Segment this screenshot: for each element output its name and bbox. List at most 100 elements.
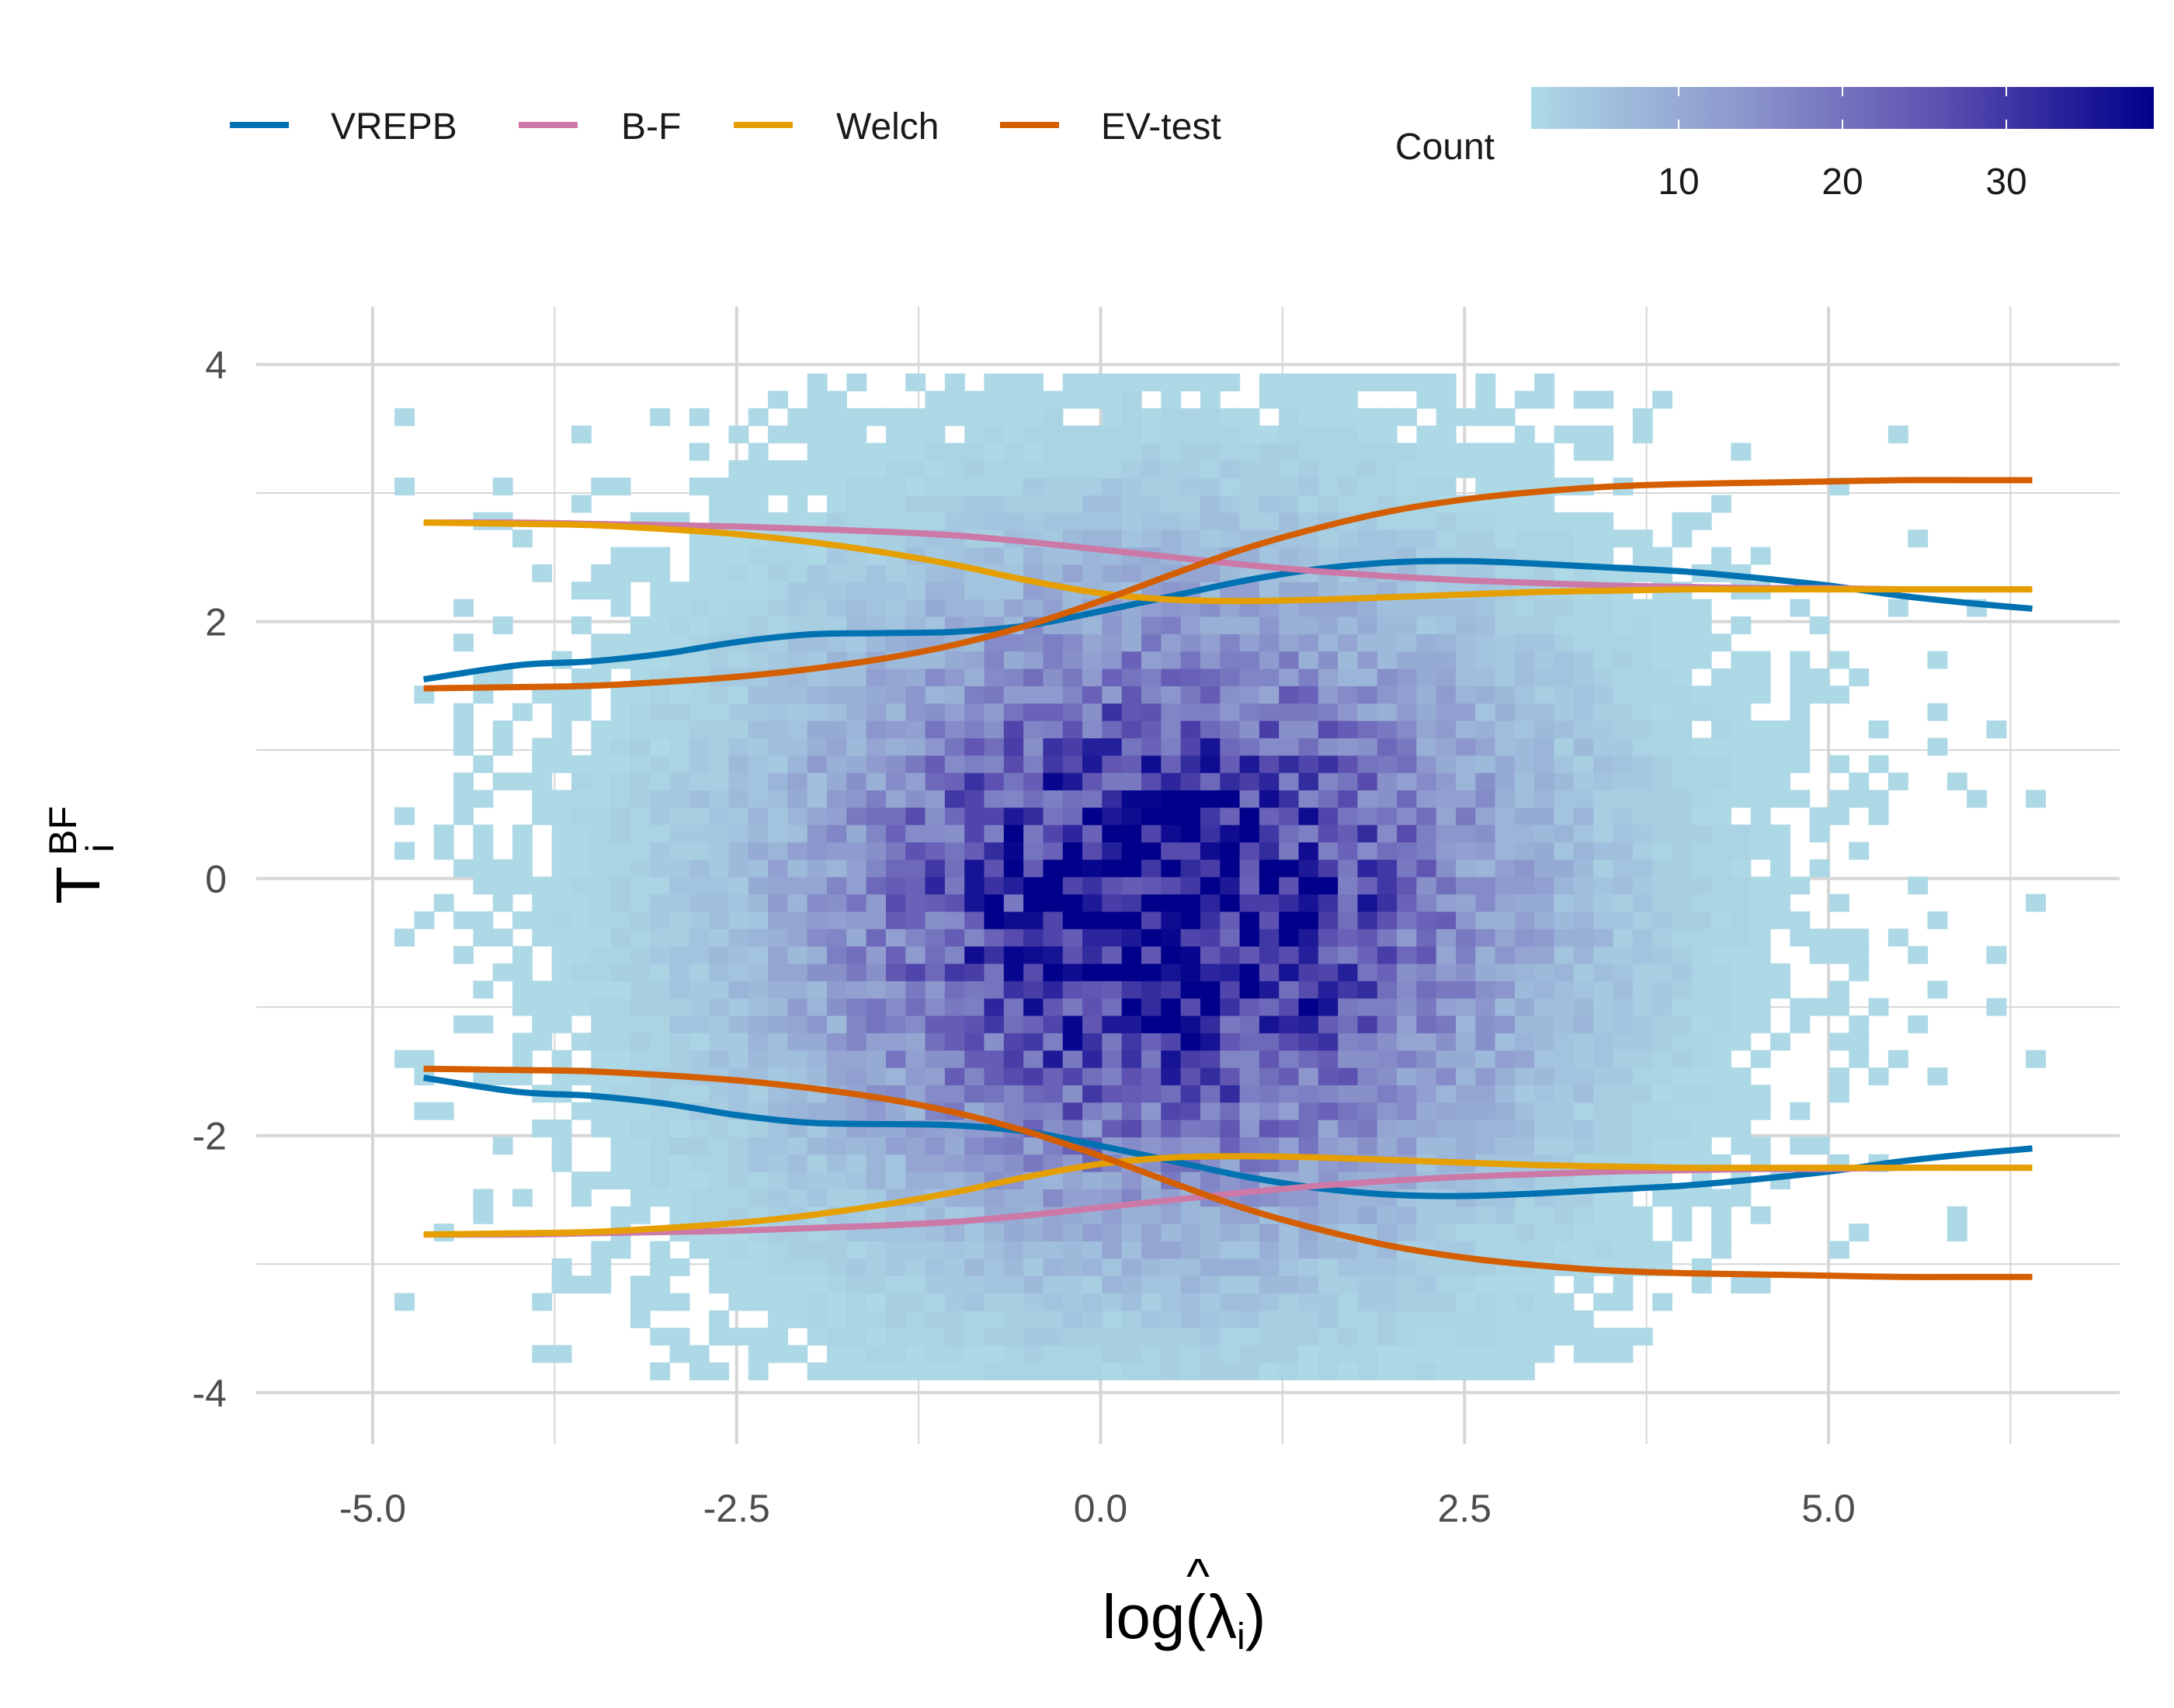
heatmap-bin — [709, 1015, 730, 1033]
heatmap-bin — [591, 1241, 612, 1259]
heatmap-bin — [866, 1258, 887, 1276]
heatmap-bin — [728, 877, 749, 895]
heatmap-bin — [1475, 859, 1496, 877]
heatmap-bin — [571, 495, 592, 513]
heatmap-bin — [1279, 1050, 1300, 1068]
heatmap-bin — [591, 963, 612, 981]
heatmap-bin — [827, 634, 847, 652]
heatmap-bin — [1554, 1137, 1575, 1155]
heatmap-bin — [925, 1345, 946, 1363]
heatmap-bin — [689, 477, 710, 496]
heatmap-bin — [1357, 651, 1378, 669]
heatmap-bin — [1141, 1085, 1162, 1103]
heatmap-bin — [492, 963, 513, 981]
heatmap-bin — [807, 981, 828, 999]
heatmap-bin — [1082, 1310, 1103, 1328]
heatmap-bin — [1043, 929, 1064, 947]
heatmap-bin — [1554, 564, 1575, 582]
heatmap-bin — [473, 911, 494, 929]
heatmap-bin — [1357, 1258, 1378, 1276]
heatmap-bin — [984, 894, 1005, 912]
heatmap-bin — [1220, 720, 1241, 738]
heatmap-bin — [1062, 1050, 1083, 1068]
heatmap-bin — [532, 911, 553, 929]
heatmap-bin — [453, 720, 474, 738]
heatmap-bin — [1632, 668, 1653, 686]
heatmap-bin — [1672, 1137, 1693, 1155]
heatmap-bin — [630, 877, 651, 895]
heatmap-bin — [944, 842, 965, 860]
heatmap-bin — [1062, 668, 1083, 686]
heatmap-bin — [1495, 512, 1516, 530]
heatmap-bin — [1593, 686, 1614, 704]
heatmap-bin — [1357, 443, 1378, 461]
heatmap-bin — [1613, 807, 1634, 825]
heatmap-bin — [748, 738, 769, 756]
heatmap-bin — [1279, 1362, 1300, 1380]
heatmap-bin — [1711, 1015, 1731, 1033]
heatmap-bin — [1456, 460, 1476, 478]
heatmap-bin — [1259, 1015, 1280, 1033]
heatmap-bin — [1220, 946, 1241, 964]
heatmap-bin — [1318, 616, 1339, 634]
heatmap-bin — [1298, 738, 1319, 756]
heatmap-bin — [846, 460, 867, 478]
heatmap-bin — [1731, 772, 1752, 791]
heatmap-bin — [944, 686, 965, 704]
heatmap-bin — [1416, 738, 1437, 756]
heatmap-bin — [1220, 1033, 1241, 1051]
heatmap-bin — [807, 807, 828, 825]
heatmap-bin — [1082, 1102, 1103, 1120]
heatmap-bin — [964, 495, 985, 513]
heatmap-bin — [964, 668, 985, 686]
heatmap-bin — [1161, 738, 1182, 756]
heatmap-bin — [1456, 1345, 1476, 1363]
heatmap-bin — [925, 824, 946, 843]
heatmap-bin — [827, 877, 847, 895]
heatmap-bin — [1121, 443, 1142, 461]
heatmap-bin — [1338, 1206, 1359, 1224]
heatmap-bin — [1161, 1276, 1182, 1294]
heatmap-bin — [846, 529, 867, 548]
heatmap-bin — [1495, 894, 1516, 912]
heatmap-bin — [748, 946, 769, 964]
heatmap-bin — [669, 1120, 690, 1137]
heatmap-bin — [1672, 981, 1693, 999]
heatmap-bin — [827, 512, 847, 530]
heatmap-bin — [1554, 1310, 1575, 1328]
heatmap-bin — [473, 790, 494, 808]
heatmap-bin — [1397, 1276, 1417, 1294]
heatmap-bin — [1986, 946, 2007, 964]
heatmap-bin — [1475, 1241, 1496, 1259]
heatmap-bin — [827, 616, 847, 634]
heatmap-bin — [1691, 1120, 1712, 1137]
heatmap-bin — [1180, 755, 1201, 773]
heatmap-bin — [1043, 894, 1064, 912]
heatmap-bin — [787, 1276, 808, 1294]
heatmap-bin — [1672, 1050, 1693, 1068]
heatmap-bin — [1023, 772, 1044, 791]
heatmap-bin — [1770, 859, 1790, 877]
heatmap-bin — [1121, 894, 1142, 912]
heatmap-bin — [1397, 998, 1417, 1016]
heatmap-bin — [846, 512, 867, 530]
heatmap-bin — [925, 1310, 946, 1328]
heatmap-bin — [1043, 963, 1064, 981]
heatmap-bin — [885, 1033, 906, 1051]
heatmap-bin — [689, 963, 710, 981]
heatmap-bin — [1298, 1310, 1319, 1328]
heatmap-bin — [1279, 1310, 1300, 1328]
heatmap-bin — [1102, 929, 1123, 947]
heatmap-bin — [1573, 425, 1594, 444]
heatmap-bin — [650, 1276, 671, 1294]
heatmap-bin — [650, 547, 671, 565]
heatmap-bin — [866, 1310, 887, 1328]
heatmap-bin — [1141, 1362, 1162, 1380]
heatmap-bin — [944, 1033, 965, 1051]
heatmap-bin — [650, 963, 671, 981]
heatmap-bin — [1062, 686, 1083, 704]
heatmap-bin — [1514, 1137, 1535, 1155]
heatmap-bin — [1102, 1085, 1123, 1103]
heatmap-bin — [1338, 807, 1359, 825]
heatmap-bin — [551, 963, 572, 981]
